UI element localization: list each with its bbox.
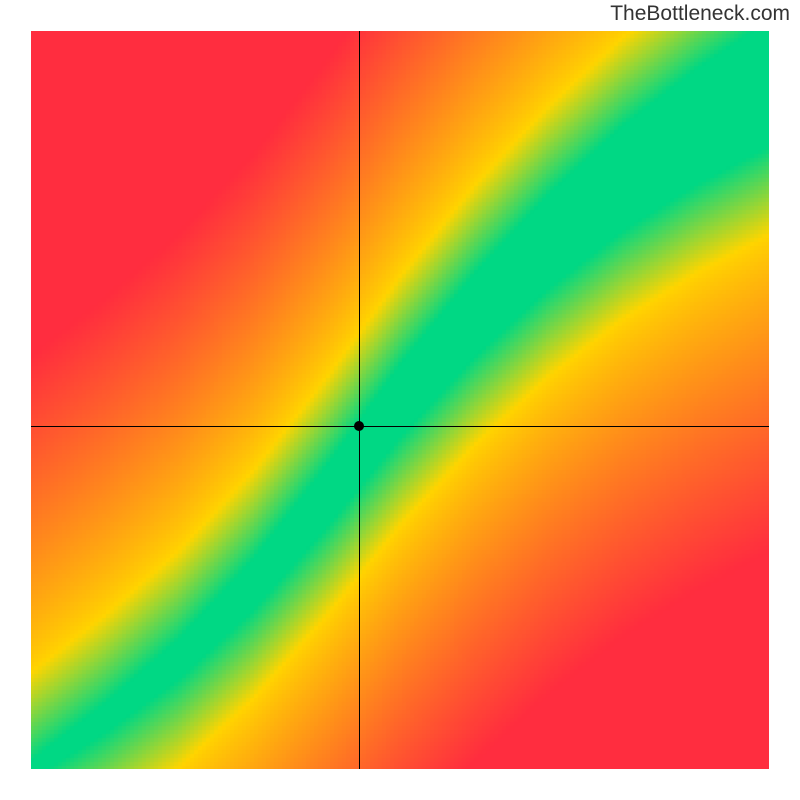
heatmap-canvas: [30, 30, 770, 770]
bottleneck-heatmap: [30, 30, 770, 770]
watermark-text: TheBottleneck.com: [610, 2, 790, 26]
